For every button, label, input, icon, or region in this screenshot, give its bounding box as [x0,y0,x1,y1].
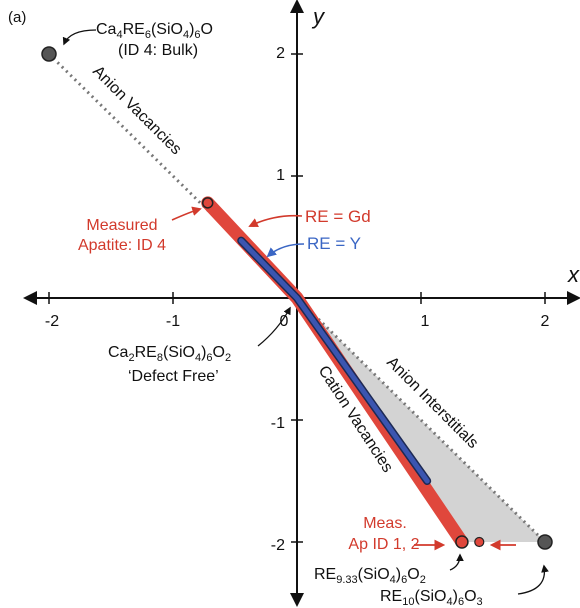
panel-label: (a) [8,9,26,26]
re-gd-arrow [248,214,303,228]
re-y-label: RE = Y [307,234,361,253]
re10-arrow [517,564,549,595]
measured-id4-point [201,197,214,209]
re10-formula: RE10(SiO4)6O3 [380,588,483,608]
shaded-region [297,298,545,542]
re933-formula: RE9.33(SiO4)6O2 [314,566,426,586]
meas-label-line1: Meas. [363,515,407,532]
measured-id12-point [474,536,485,548]
axis-ticks [48,53,546,543]
bulk-formula: Ca4RE6(SiO4)6O [96,21,213,41]
x-axis-label: x [567,262,580,287]
re10-point [537,534,553,550]
x-tick-label: 1 [421,313,430,330]
anion-vacancies-label: Anion Vacancies [89,63,184,158]
bulk-id-label: (ID 4: Bulk) [118,42,198,59]
defect-free-note: ‘Defect Free’ [128,368,219,385]
re-gd-label: RE = Gd [305,207,371,226]
y-tick-label: -2 [271,537,285,554]
y-tick-label: -1 [271,415,285,432]
bulk-point [41,46,57,62]
measured-label-line1: Measured [86,217,157,234]
defect-free-arrow [257,306,291,347]
re933-arrow [449,553,464,571]
measured-label-line2: Apatite: ID 4 [78,237,166,254]
re-y-line [238,238,430,484]
meas-label-line2: Ap ID 1, 2 [348,536,419,553]
re933-point [455,535,469,549]
bulk-arrow [62,29,97,46]
y-axis-label: y [311,4,326,29]
x-tick-label: -2 [45,313,59,330]
defect-free-formula: Ca2RE8(SiO4)6O2 [108,344,231,364]
measured-id4-arrow [171,206,202,221]
x-tick-label: -1 [166,313,180,330]
y-tick-label: 1 [276,167,285,184]
anion-interstitials-line [295,296,547,544]
x-tick-label: 0 [280,313,289,330]
x-tick-label: 2 [541,313,550,330]
re-y-arrow [266,243,305,258]
y-tick-label: 2 [276,45,285,62]
